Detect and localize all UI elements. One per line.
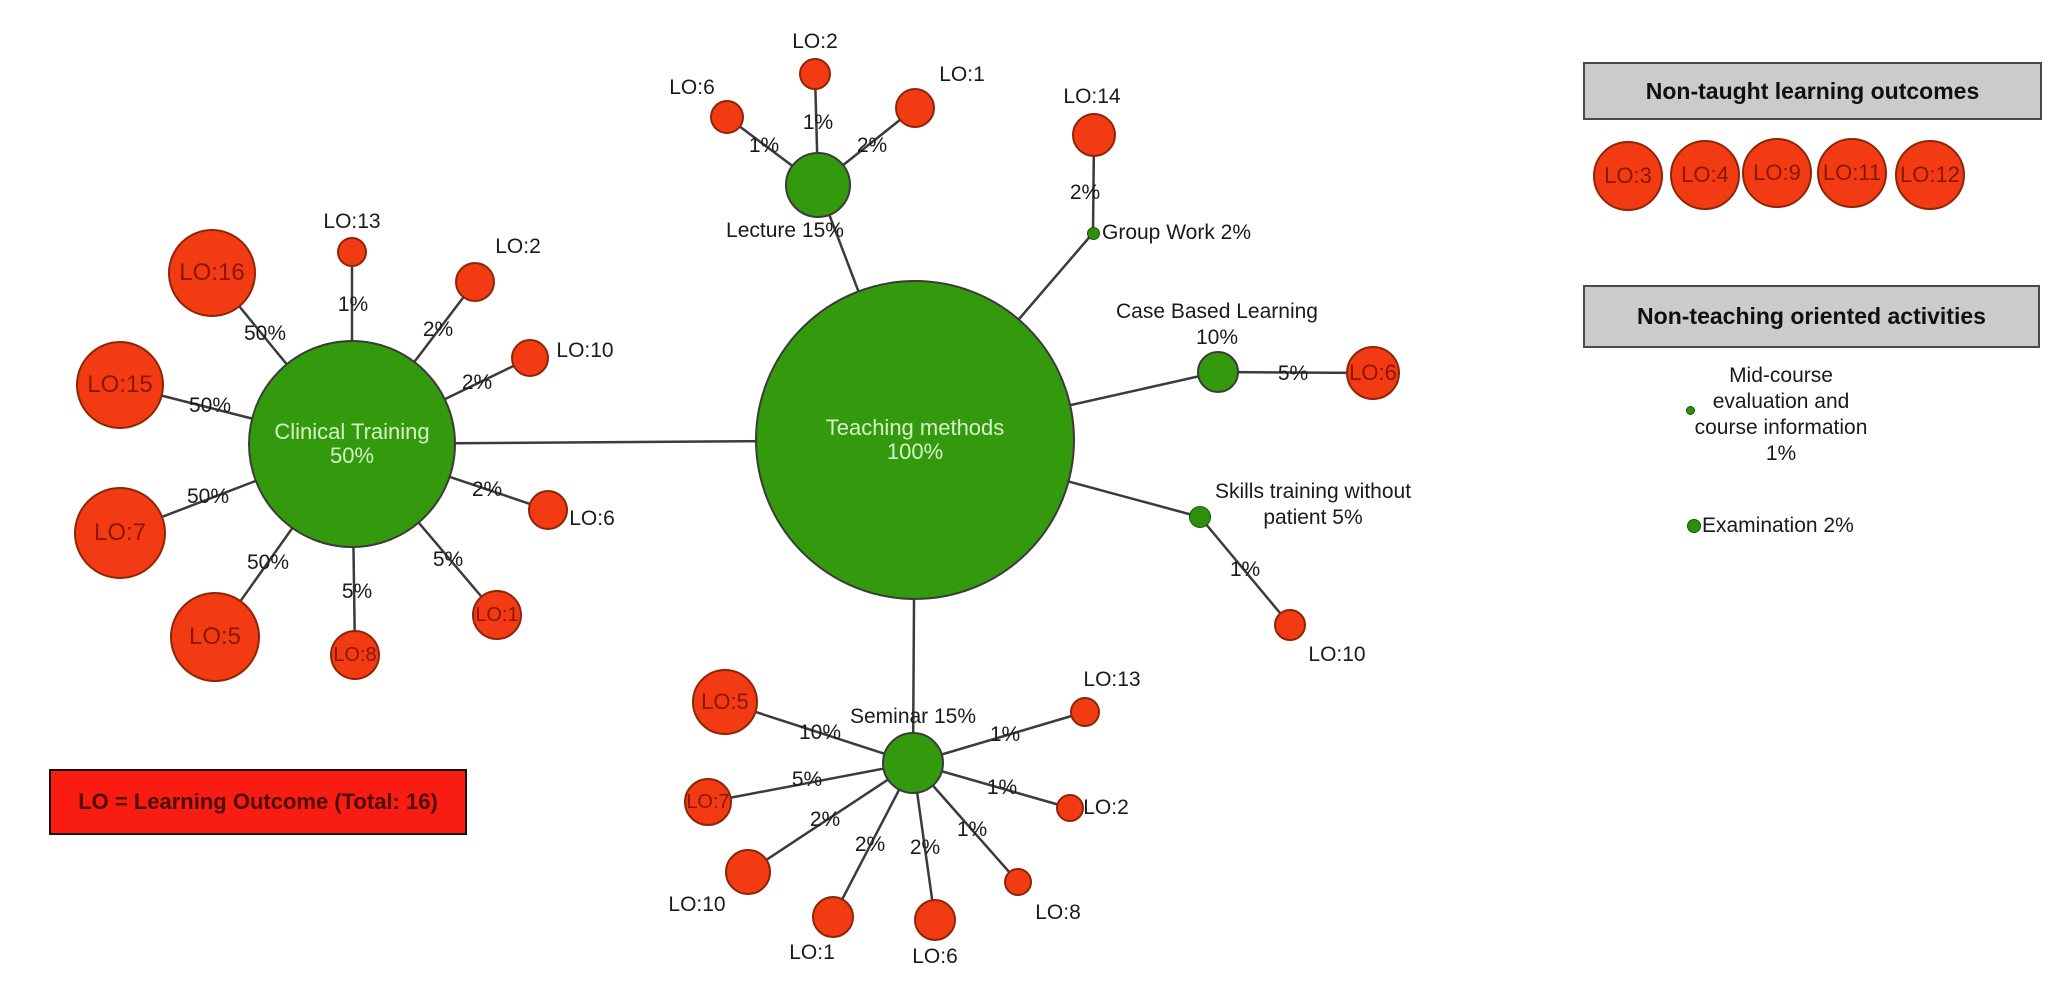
edge-pct-label: 50% bbox=[243, 322, 287, 345]
outcome-label-seminar-lo2: LO:2 bbox=[1083, 796, 1129, 819]
edge-pct-label: 2% bbox=[471, 478, 503, 501]
hub-clinical-training: Clinical Training 50% bbox=[248, 340, 456, 548]
edge-pct-label: 5% bbox=[1277, 362, 1309, 385]
outcome-label-skills-lo10: LO:10 bbox=[1308, 643, 1366, 666]
edge-pct-label: 1% bbox=[989, 723, 1021, 746]
edge-seminar-lo7 bbox=[707, 761, 914, 804]
outcome-node-seminar-lo2 bbox=[1056, 794, 1084, 822]
edge-skills-lo10 bbox=[1199, 516, 1291, 626]
outcome-node-seminar-lo8 bbox=[1004, 868, 1032, 896]
outcome-label-seminar-lo6: LO:6 bbox=[912, 945, 958, 968]
edge-pct-label: 1% bbox=[1229, 558, 1261, 581]
edge-seminar-lo10 bbox=[747, 761, 914, 874]
edge-pct-label: 10% bbox=[798, 721, 842, 744]
outcome-node-lo2 bbox=[455, 262, 495, 302]
outcome-node-lo13 bbox=[337, 237, 367, 267]
outcome-node-lo15: LO:15 bbox=[76, 341, 164, 429]
hub-skills-training-label: Skills training without patient 5% bbox=[1214, 480, 1412, 529]
non-taught-node-lo3: LO:3 bbox=[1593, 141, 1663, 211]
edge-pct-label: 5% bbox=[432, 548, 464, 571]
outcome-label-seminar-lo10: LO:10 bbox=[668, 893, 726, 916]
outcome-label-lo10: LO:10 bbox=[556, 339, 614, 362]
outcome-label-lecture-lo6: LO:6 bbox=[669, 76, 715, 99]
outcome-node-lecture-lo2 bbox=[799, 58, 831, 90]
outcome-node-lo14 bbox=[1072, 113, 1116, 157]
hub-teaching-label: Teaching methods 100% bbox=[825, 414, 1005, 464]
hub-case-based-label: Case Based Learning 10% bbox=[1116, 300, 1318, 349]
outcome-label-lecture-lo1: LO:1 bbox=[939, 63, 985, 86]
hub-case-based bbox=[1197, 351, 1239, 393]
hub-lecture bbox=[785, 152, 851, 218]
outcome-node-seminar-lo10 bbox=[725, 849, 771, 895]
outcome-label-lo13: LO:13 bbox=[323, 210, 381, 233]
outcome-label-lo14: LO:14 bbox=[1063, 85, 1121, 108]
edge-pct-label: 2% bbox=[1069, 181, 1101, 204]
non-taught-node-lo11: LO:11 bbox=[1817, 138, 1887, 208]
edge-pct-label: 2% bbox=[422, 318, 454, 341]
hub-seminar bbox=[882, 732, 944, 794]
outcome-label-seminar-lo1: LO:1 bbox=[789, 941, 835, 964]
outcome-label-lo6: LO:6 bbox=[569, 507, 615, 530]
edge-pct-label: 50% bbox=[188, 394, 232, 417]
outcome-node-skills-lo10 bbox=[1274, 609, 1306, 641]
edge-pct-label: 1% bbox=[748, 134, 780, 157]
outcome-node-case-lo6: LO:6 bbox=[1346, 346, 1400, 400]
non-teaching-header: Non-teaching oriented activities bbox=[1583, 285, 2040, 348]
outcome-node-lo10 bbox=[511, 339, 549, 377]
edge-pct-label: 1% bbox=[802, 111, 834, 134]
hub-seminar-label: Seminar 15% bbox=[849, 705, 977, 728]
hub-skills-training bbox=[1189, 506, 1211, 528]
outcome-node-lo5: LO:5 bbox=[170, 592, 260, 682]
edge-pct-label: 2% bbox=[909, 836, 941, 859]
outcome-node-lecture-lo6 bbox=[710, 100, 744, 134]
outcome-node-seminar-lo1 bbox=[812, 896, 854, 938]
outcome-node-lo8: LO:8 bbox=[330, 630, 380, 680]
non-taught-node-lo12: LO:12 bbox=[1895, 140, 1965, 210]
outcome-label-lecture-lo2: LO:2 bbox=[792, 30, 838, 53]
hub-group-work-label: Group Work 2% bbox=[1102, 221, 1251, 244]
outcome-node-lo6 bbox=[528, 490, 568, 530]
edge-pct-label: 2% bbox=[809, 808, 841, 831]
outcome-node-seminar-lo6 bbox=[914, 899, 956, 941]
outcome-node-seminar-lo13 bbox=[1070, 697, 1100, 727]
outcome-label-seminar-lo8: LO:8 bbox=[1035, 901, 1081, 924]
edge-pct-label: 50% bbox=[246, 551, 290, 574]
hub-teaching-methods: Teaching methods 100% bbox=[755, 280, 1075, 600]
non-taught-node-lo4: LO:4 bbox=[1670, 140, 1740, 210]
outcome-node-lecture-lo1 bbox=[895, 88, 935, 128]
mid-course-label: Mid-course evaluation and course informa… bbox=[1694, 364, 1868, 465]
outcome-node-lo16: LO:16 bbox=[168, 229, 256, 317]
edge-pct-label: 1% bbox=[337, 293, 369, 316]
outcome-label-lo2: LO:2 bbox=[495, 235, 541, 258]
hub-lecture-label: Lecture 15% bbox=[726, 219, 844, 242]
edge-pct-label: 1% bbox=[986, 776, 1018, 799]
edge-pct-label: 2% bbox=[856, 134, 888, 157]
outcome-node-seminar-lo7: LO:7 bbox=[684, 778, 732, 826]
edge-pct-label: 1% bbox=[956, 818, 988, 841]
legend-box: LO = Learning Outcome (Total: 16) bbox=[49, 769, 467, 835]
examination-label: Examination 2% bbox=[1702, 514, 1854, 537]
outcome-node-lo1: LO:1 bbox=[472, 590, 522, 640]
non-taught-node-lo9: LO:9 bbox=[1742, 138, 1812, 208]
edge-pct-label: 2% bbox=[854, 833, 886, 856]
examination-dot bbox=[1687, 519, 1701, 533]
outcome-node-seminar-lo5: LO:5 bbox=[692, 669, 758, 735]
edge-pct-label: 50% bbox=[186, 485, 230, 508]
mid-course-dot bbox=[1686, 406, 1695, 415]
non-taught-header: Non-taught learning outcomes bbox=[1583, 62, 2042, 120]
hub-group-work bbox=[1087, 227, 1100, 240]
edge-pct-label: 5% bbox=[791, 768, 823, 791]
outcome-node-lo7: LO:7 bbox=[74, 487, 166, 579]
outcome-label-seminar-lo13: LO:13 bbox=[1083, 668, 1141, 691]
edge-pct-label: 5% bbox=[341, 580, 373, 603]
edge-pct-label: 2% bbox=[461, 371, 493, 394]
